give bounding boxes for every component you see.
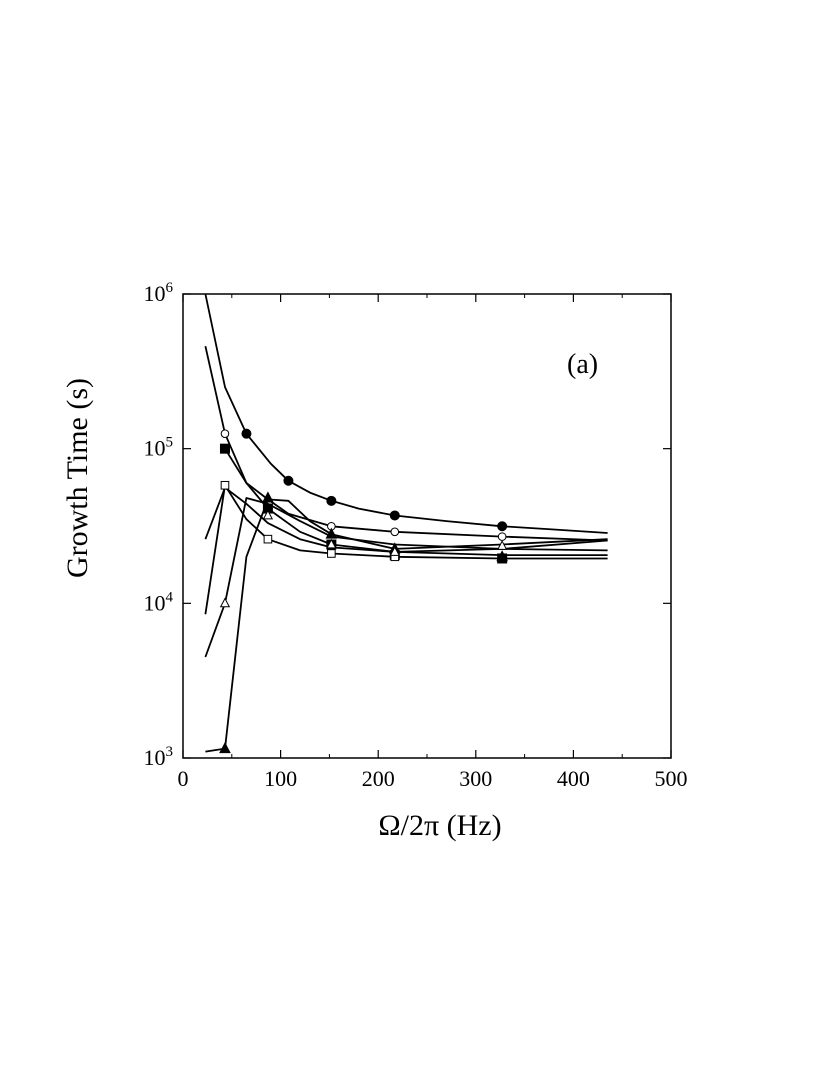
filled-circle-marker: [283, 475, 294, 486]
x-tick-label: 500: [655, 766, 688, 791]
series-7-line: [204, 486, 608, 553]
x-axis-title: Ω/2π (Hz): [378, 809, 501, 842]
x-tick-label: 200: [362, 766, 395, 791]
y-tick-label: 105: [144, 435, 174, 461]
open-square-marker: [220, 480, 230, 490]
tick-labels: 0 100 200 300 400 500 103 104 105 106: [144, 280, 688, 791]
series-4-line: [204, 484, 608, 615]
y-tick-label: 104: [144, 589, 174, 615]
open-square-marker: [327, 549, 336, 558]
series-markers: [219, 428, 508, 754]
filled-circle-marker: [497, 521, 508, 532]
open-circle-marker: [390, 527, 400, 537]
open-triangle-marker: [389, 546, 400, 556]
x-tick-label: 0: [178, 766, 189, 791]
filled-triangle-marker: [325, 527, 338, 539]
filled-circle-marker: [326, 495, 337, 506]
y-tick-label: 106: [144, 280, 174, 306]
filled-triangle-marker: [496, 550, 508, 562]
open-circle-marker: [220, 429, 230, 438]
x-tick-label: 300: [459, 766, 492, 791]
open-triangle-marker: [326, 538, 337, 549]
x-tick-label: 400: [557, 766, 590, 791]
open-circle-marker: [497, 532, 507, 541]
open-triangle-marker: [219, 597, 231, 608]
filled-circle-marker: [241, 428, 252, 439]
filled-circle-marker: [389, 510, 400, 521]
open-triangle-marker: [497, 540, 508, 550]
y-axis-title: Growth Time (s): [61, 378, 94, 578]
filled-triangle-marker: [219, 742, 231, 754]
series-2-line: [204, 346, 608, 542]
filled-triangle-marker: [262, 491, 274, 503]
x-tick-label: 100: [264, 766, 297, 791]
panel-label: (a): [567, 349, 598, 380]
series-3-line: [224, 448, 608, 556]
axis-ticks: [182, 293, 672, 759]
filled-square-marker: [219, 443, 230, 454]
series-curves: [204, 293, 608, 753]
open-triangle-marker: [262, 509, 274, 520]
open-square-marker: [263, 534, 273, 544]
y-tick-label: 103: [144, 744, 174, 770]
series-6-line: [204, 497, 608, 658]
